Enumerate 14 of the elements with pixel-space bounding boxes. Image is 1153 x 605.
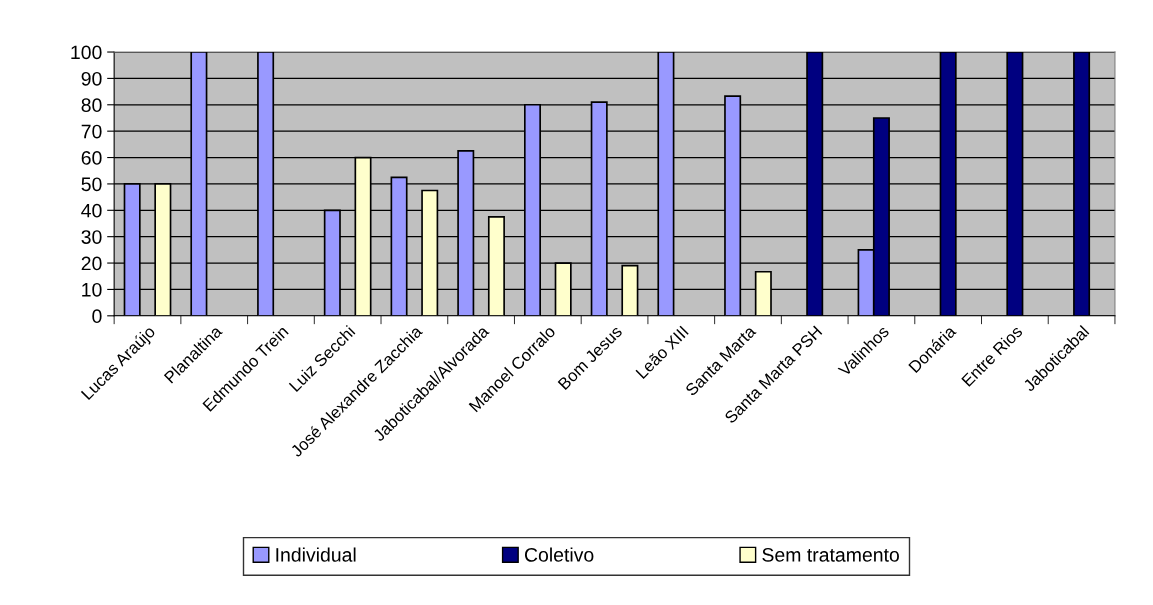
y-tick-label: 10 — [82, 282, 102, 297]
y-tick-label: 0 — [92, 309, 102, 324]
y-tick-label: 50 — [81, 177, 102, 192]
y-tick-label: 60 — [81, 151, 102, 165]
y-tick-label: 20 — [81, 256, 102, 271]
legend-label: Sem tratamento — [762, 547, 899, 562]
y-tick-label: 100 — [71, 45, 102, 60]
y-tick-label: 70 — [81, 124, 102, 139]
y-tick-label: 80 — [81, 98, 102, 113]
y-tick-label: 40 — [81, 203, 102, 218]
legend-label: Coletivo — [524, 547, 594, 562]
y-tick-label: 30 — [81, 230, 102, 244]
y-tick-label: 90 — [81, 71, 102, 86]
legend-label: Individual — [276, 547, 356, 562]
